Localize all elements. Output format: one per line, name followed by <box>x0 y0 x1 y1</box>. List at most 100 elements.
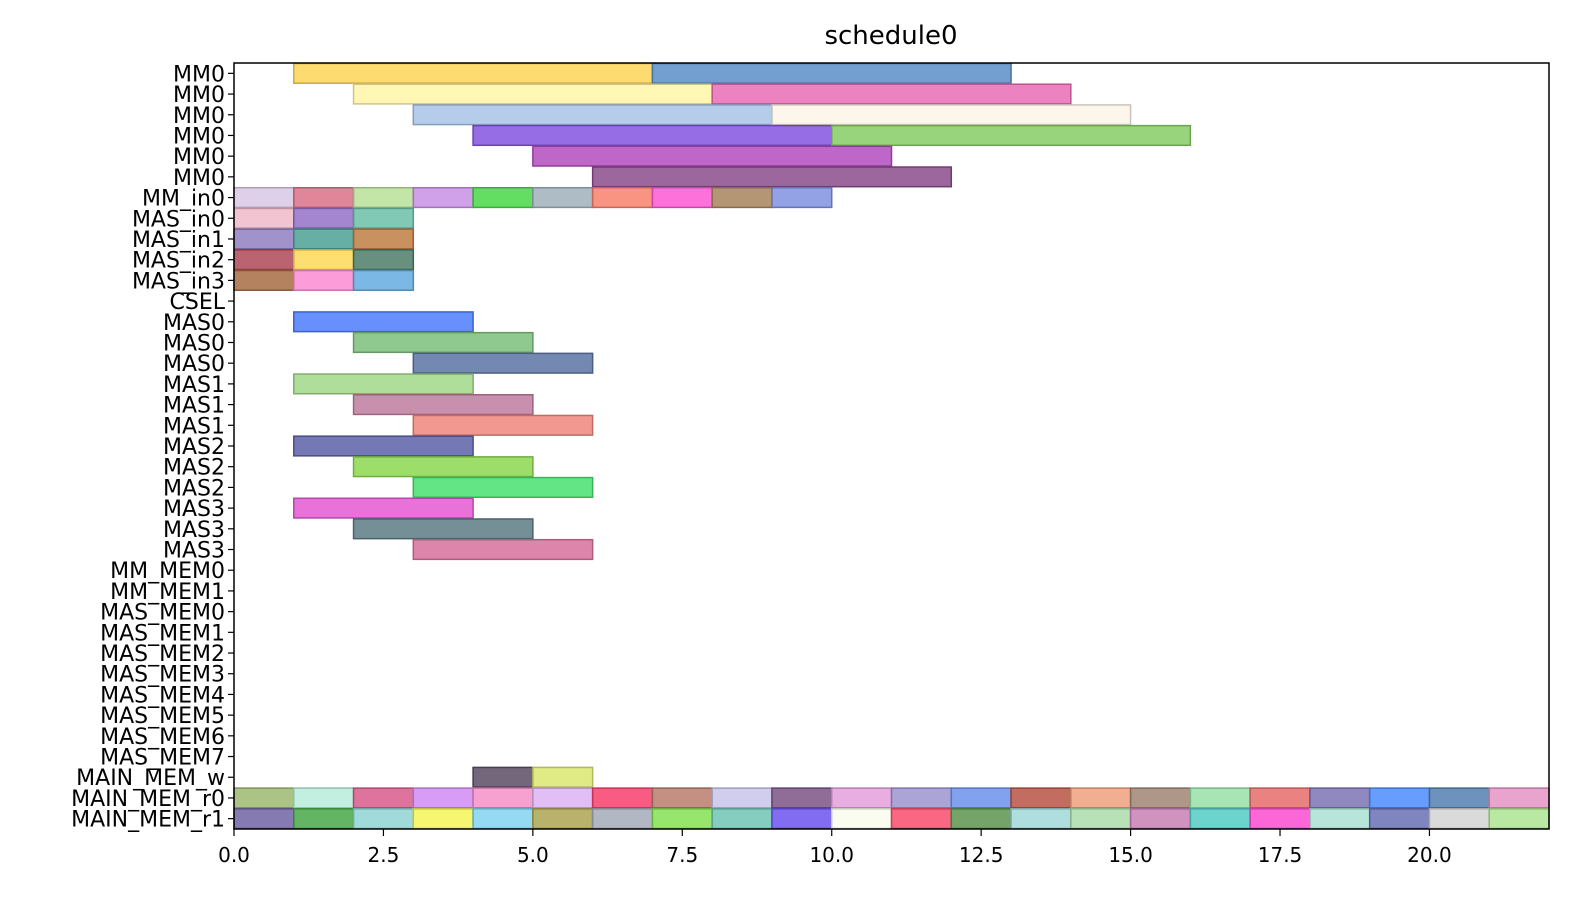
bar-6-17 <box>651 186 713 209</box>
xtick-label: 12.5 <box>959 843 1004 867</box>
bar-7-20 <box>233 207 295 229</box>
bar-10-29 <box>233 269 295 291</box>
ytick-label: MAS_in0 <box>132 207 225 232</box>
bar-36-74 <box>591 808 654 830</box>
bar-36-78 <box>830 808 893 830</box>
ytick-label: MAS_MEM3 <box>100 663 225 688</box>
bar-14-34 <box>412 352 594 374</box>
bar-10-31 <box>352 269 415 291</box>
ytick-label: MAS_in1 <box>132 228 225 253</box>
bar-0-1 <box>651 62 1012 84</box>
bar-3-6 <box>472 124 833 147</box>
ytick-label: MM0 <box>173 145 225 170</box>
ytick-label: MAS_MEM2 <box>100 642 225 667</box>
bar-35-54 <box>711 787 773 809</box>
bar-35-48 <box>352 787 415 809</box>
bar-36-77 <box>771 808 833 830</box>
bar-35-67 <box>1488 787 1550 809</box>
ytick-label: MAS_in2 <box>132 249 225 274</box>
bar-36-87 <box>1368 808 1431 830</box>
bar-6-18 <box>711 186 773 209</box>
xtick-label: 15.0 <box>1108 843 1153 867</box>
bar-36-81 <box>1010 808 1072 830</box>
bar-20-40 <box>412 476 594 498</box>
bar-35-50 <box>472 787 534 809</box>
bar-35-49 <box>412 787 474 809</box>
bar-17-37 <box>412 414 594 436</box>
bar-36-70 <box>352 808 415 830</box>
ytick-label: MAS_MEM7 <box>100 746 225 771</box>
bar-35-60 <box>1070 787 1132 809</box>
bar-36-85 <box>1249 808 1311 830</box>
ytick-label: MAS2 <box>163 456 225 481</box>
bar-35-53 <box>651 787 713 809</box>
ytick-label: MM0 <box>173 124 225 149</box>
xtick-label: 2.5 <box>368 843 400 867</box>
xtick-label: 0.0 <box>218 843 250 867</box>
bar-35-62 <box>1189 787 1251 809</box>
bars-layer <box>233 62 1550 830</box>
bar-1-2 <box>352 83 713 105</box>
xtick-label: 7.5 <box>666 843 698 867</box>
bar-8-23 <box>233 228 295 250</box>
ytick-label: MAS0 <box>163 352 225 377</box>
ytick-label: MAS1 <box>163 373 225 398</box>
bar-23-43 <box>412 538 594 561</box>
bar-36-75 <box>651 808 713 830</box>
bar-36-79 <box>890 808 953 830</box>
bar-2-5 <box>771 104 1132 126</box>
ytick-label: MAS_MEM5 <box>100 704 225 729</box>
bar-6-15 <box>532 186 594 209</box>
bar-9-28 <box>352 249 415 271</box>
bar-34-44 <box>472 766 534 788</box>
bar-16-36 <box>352 394 534 416</box>
bar-35-64 <box>1309 787 1371 809</box>
bar-36-71 <box>412 808 474 830</box>
ytick-label: MAIN_MEM_r1 <box>71 808 225 833</box>
ytick-label: MM0 <box>173 83 225 108</box>
bar-6-14 <box>472 186 534 209</box>
ytick-label: CSEL <box>170 290 226 315</box>
bar-22-42 <box>352 518 534 540</box>
bar-36-84 <box>1189 808 1251 830</box>
bar-36-68 <box>233 808 295 830</box>
bar-1-3 <box>711 83 1072 105</box>
bar-35-63 <box>1249 787 1311 809</box>
bar-35-56 <box>830 787 893 809</box>
bar-36-83 <box>1129 808 1192 830</box>
bar-18-38 <box>293 435 474 457</box>
bar-6-10 <box>233 186 295 209</box>
bar-35-61 <box>1129 787 1192 809</box>
ytick-label: MAS_MEM0 <box>100 601 225 626</box>
bar-35-66 <box>1428 787 1490 809</box>
bar-3-7 <box>830 124 1192 147</box>
bar-9-27 <box>293 249 355 271</box>
bar-36-72 <box>472 808 534 830</box>
ytick-label: MAS0 <box>163 331 225 356</box>
bar-10-30 <box>293 269 355 291</box>
ytick-label: MM_in0 <box>142 187 225 212</box>
ytick-label: MM0 <box>173 166 225 191</box>
bar-7-21 <box>293 207 355 229</box>
ytick-label: MM_MEM0 <box>110 559 225 584</box>
xtick-label: 10.0 <box>809 843 854 867</box>
bar-6-19 <box>771 186 833 209</box>
bar-12-32 <box>293 311 474 333</box>
ytick-label: MAS_MEM4 <box>100 683 225 708</box>
bar-35-55 <box>771 787 833 809</box>
bar-35-65 <box>1368 787 1431 809</box>
bar-36-69 <box>293 808 355 830</box>
ytick-label: MAS3 <box>163 518 225 543</box>
xtick-label: 5.0 <box>517 843 549 867</box>
ytick-label: MAS1 <box>163 414 225 439</box>
bar-36-82 <box>1070 808 1132 830</box>
bar-13-33 <box>352 331 534 354</box>
ytick-label: MAS_MEM6 <box>100 725 225 750</box>
bar-36-89 <box>1488 808 1550 830</box>
ytick-label: MAS0 <box>163 311 225 336</box>
ytick-label: MAS3 <box>163 539 225 564</box>
xtick-label: 17.5 <box>1258 843 1303 867</box>
bar-7-22 <box>352 207 415 229</box>
bar-2-4 <box>412 104 773 126</box>
